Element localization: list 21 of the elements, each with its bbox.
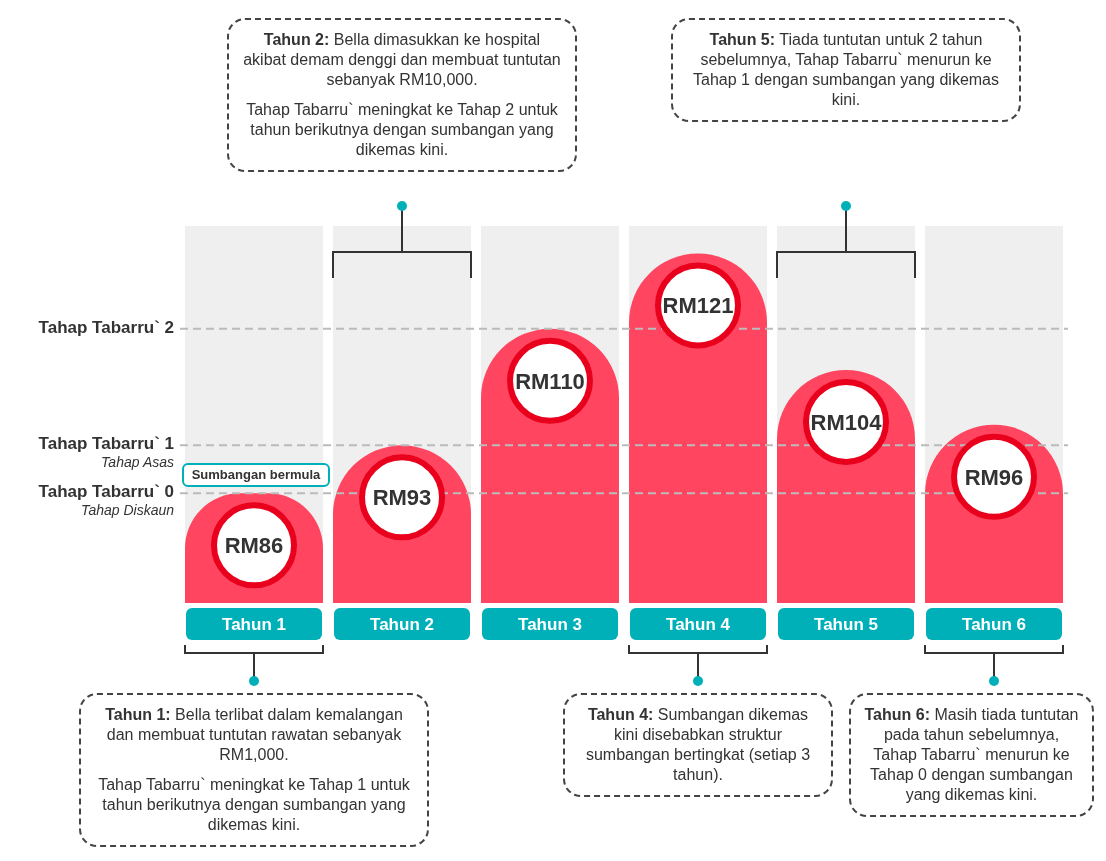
text: Tahun 1: Bella terlibat dalam kemalangan dan membuat tuntutan rawatan sebanyak RM1,000. Tahap Tabarru` meningkat ke Tahap 1 untuk tahun berikutnya dengan sumbangan yang dikemas kini. xyxy=(98,706,410,833)
data-label: RM93 xyxy=(372,485,432,511)
x-tick-label: Tahun 4 xyxy=(666,615,731,634)
text: Tahun 5: Tiada tuntutan untuk 2 tahun sebelumnya, Tahap Tabarru` menurun ke Tahap 1 dengan sumbangan yang dikemas kini. xyxy=(693,31,999,108)
x-tick-label: Tahun 3 xyxy=(518,615,582,634)
x-tick-label: Tahun 5 xyxy=(814,615,878,634)
x-tick-label: Tahun 2 xyxy=(370,615,434,634)
text: Tahun 6: Masih tiada tuntutan pada tahun sebelumnya, Tahap Tabarru` menurun ke Tahap 0 dengan sumbangan yang dikemas kini. xyxy=(864,706,1079,803)
ref-line-label: Tahap Tabarru` 0 Tahap Diskaun xyxy=(37,482,174,520)
data-label: RM96 xyxy=(964,464,1024,490)
text: Tahun 4: Sumbangan dikemas kini disebabkan struktur sumbangan bertingkat (setiap 3 tahun). xyxy=(585,706,811,783)
data-label: RM86 xyxy=(224,533,284,559)
data-label: RM104 xyxy=(810,409,883,435)
text: Tahun 2: Bella dimasukkan ke hospital akibat demam denggi dan membuat tuntutan sebanyak RM10,000. Tahap Tabarru` meningkat ke Tahap 2 untuk tahun berikutnya dengan sumbangan yang dikemas kini. xyxy=(243,31,561,158)
ref-line-label: Tahap Tabarru` 2 xyxy=(37,317,174,338)
data-label: RM110 xyxy=(515,368,585,394)
x-tick-label: Tahun 6 xyxy=(962,615,1026,634)
x-tick-label: Tahun 1 xyxy=(222,615,286,634)
data-label: RM121 xyxy=(662,293,734,319)
ref-line-label: Tahap Tabarru` 1 Tahap Asas xyxy=(37,434,174,472)
callout-box: Sumbangan bermula xyxy=(182,463,330,488)
